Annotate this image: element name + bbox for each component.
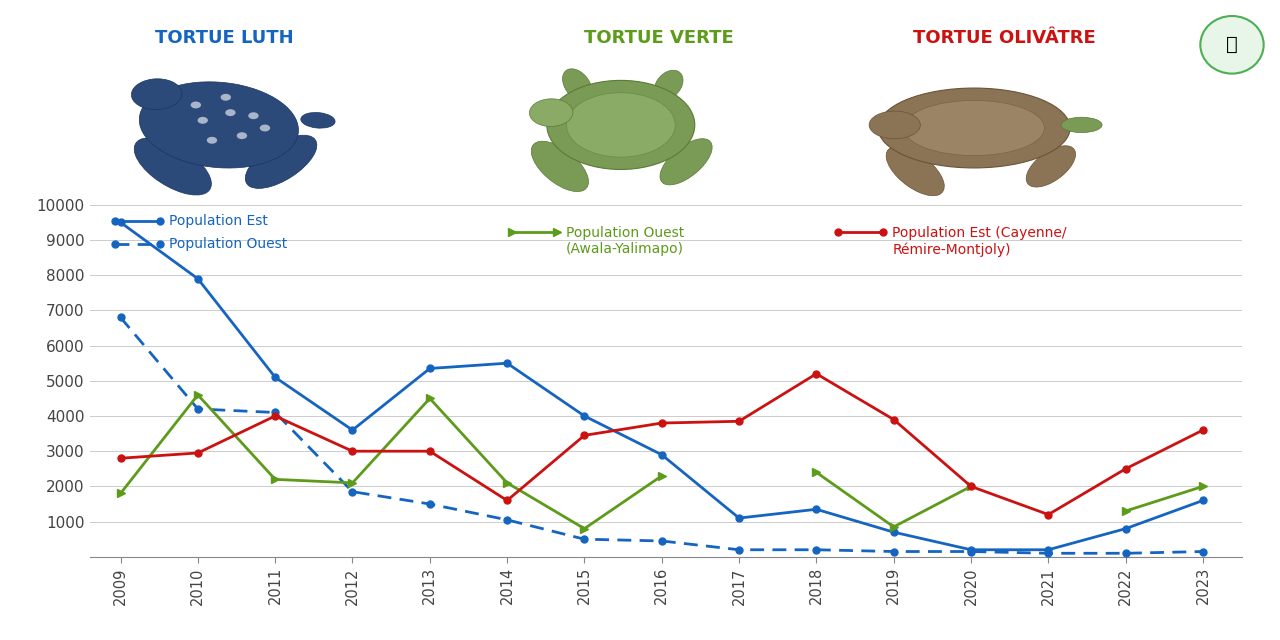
Text: TORTUE VERTE: TORTUE VERTE xyxy=(585,29,733,47)
Circle shape xyxy=(1201,16,1263,74)
Ellipse shape xyxy=(547,81,695,170)
Ellipse shape xyxy=(1027,146,1075,187)
Text: Population Est (Cayenne/
Rémire-Montjoly): Population Est (Cayenne/ Rémire-Montjoly… xyxy=(892,226,1066,257)
Ellipse shape xyxy=(191,102,201,108)
Ellipse shape xyxy=(207,137,218,144)
Ellipse shape xyxy=(869,111,920,139)
Text: Population Ouest
(Awala-Yalimapo): Population Ouest (Awala-Yalimapo) xyxy=(566,226,684,256)
Ellipse shape xyxy=(248,112,259,119)
Ellipse shape xyxy=(301,113,335,128)
Ellipse shape xyxy=(225,109,236,116)
Ellipse shape xyxy=(886,147,945,196)
Ellipse shape xyxy=(132,79,182,109)
Ellipse shape xyxy=(660,139,712,185)
Ellipse shape xyxy=(878,88,1070,168)
Ellipse shape xyxy=(220,94,230,100)
Ellipse shape xyxy=(1061,117,1102,132)
Ellipse shape xyxy=(904,100,1044,156)
Ellipse shape xyxy=(140,82,298,168)
Ellipse shape xyxy=(134,138,211,195)
Ellipse shape xyxy=(246,135,317,188)
Text: Population Est: Population Est xyxy=(169,214,268,228)
Ellipse shape xyxy=(237,132,247,139)
Text: TORTUE LUTH: TORTUE LUTH xyxy=(155,29,293,47)
Ellipse shape xyxy=(562,69,593,101)
Text: Population Ouest: Population Ouest xyxy=(169,237,287,252)
Ellipse shape xyxy=(260,125,270,131)
Ellipse shape xyxy=(530,99,573,127)
Text: 🌿: 🌿 xyxy=(1226,35,1238,54)
Ellipse shape xyxy=(567,93,676,157)
Ellipse shape xyxy=(531,141,589,191)
Ellipse shape xyxy=(197,117,207,124)
Ellipse shape xyxy=(654,70,684,100)
Text: TORTUE OLIVÂTRE: TORTUE OLIVÂTRE xyxy=(914,29,1096,47)
